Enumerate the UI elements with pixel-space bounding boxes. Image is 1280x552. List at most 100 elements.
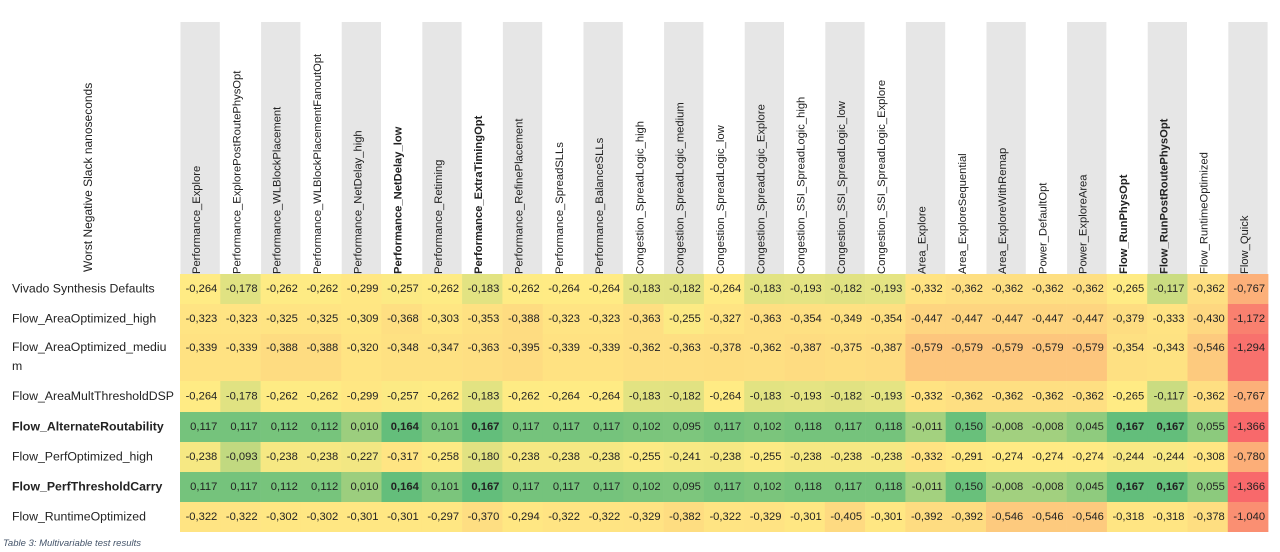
- cell-value: -0,780: [1233, 451, 1265, 463]
- cell-value: -0,343: [1153, 342, 1185, 354]
- cell-value: 0,045: [1076, 421, 1104, 433]
- heatmap-cell: [341, 274, 382, 304]
- heatmap-cell: [421, 381, 463, 412]
- column-header-band: [422, 22, 462, 276]
- heatmap-cell: [180, 304, 221, 334]
- cell-value: -0,362: [1032, 283, 1064, 295]
- column-header-band: [1228, 22, 1268, 276]
- cell-value: -0,329: [629, 511, 661, 523]
- heatmap-cell: [180, 472, 221, 502]
- cell-value: -0,347: [427, 342, 459, 354]
- cell-value: -0,262: [266, 390, 298, 402]
- heatmap-cell: [583, 502, 624, 532]
- cell-value: -0,332: [911, 283, 943, 295]
- heatmap-cell: [421, 502, 463, 532]
- cell-value: -0,362: [1032, 390, 1064, 402]
- cell-value: -0,227: [347, 451, 379, 463]
- cell-value: -0,317: [387, 451, 419, 463]
- column-header-band: [825, 22, 865, 276]
- cell-value: -0,178: [226, 283, 258, 295]
- heatmap-cell: [986, 412, 1027, 442]
- column-header-band: [664, 22, 704, 276]
- column-header: Flow_RunPhysOpt: [1118, 174, 1130, 274]
- cell-value: -0,339: [589, 342, 621, 354]
- cell-value: -0,183: [629, 283, 661, 295]
- column-header: Area_Explore: [917, 206, 929, 274]
- cell-value: 0,118: [875, 481, 902, 493]
- cell-value: 0,117: [714, 481, 741, 493]
- cell-value: -0,302: [266, 511, 298, 523]
- heatmap-cell: [663, 274, 705, 304]
- cell-value: -0,378: [1193, 511, 1225, 523]
- heatmap-cell: [1066, 334, 1108, 381]
- heatmap-cell: [1187, 472, 1229, 502]
- cell-value: -1,040: [1233, 511, 1265, 523]
- cell-value: -0,329: [750, 511, 782, 523]
- heatmap-cell: [462, 442, 503, 472]
- cell-value: -0,362: [1193, 390, 1225, 402]
- heatmap-cell: [784, 412, 826, 442]
- heatmap-cell: [341, 442, 382, 472]
- cell-value: -0,339: [226, 342, 258, 354]
- cell-value: 0,102: [754, 481, 782, 493]
- heatmap-cell: [1026, 334, 1067, 381]
- heatmap-cell: [260, 381, 302, 412]
- cell-value: -0,265: [1112, 283, 1144, 295]
- cell-value: 0,118: [795, 421, 822, 433]
- cell-value: -0,183: [750, 390, 782, 402]
- heatmap-cell: [945, 412, 987, 442]
- heatmap-cell: [583, 334, 624, 381]
- cell-value: -0,294: [508, 511, 540, 523]
- heatmap-cell: [502, 502, 543, 532]
- cell-value: -0,325: [306, 313, 338, 325]
- heatmap-cell: [502, 412, 543, 442]
- heatmap-cell: [945, 334, 987, 381]
- heatmap-cell: [542, 304, 584, 334]
- heatmap-cell: [824, 412, 866, 442]
- heatmap-cell: [542, 502, 584, 532]
- heatmap-cell: [744, 274, 785, 304]
- heatmap-cell: [945, 442, 987, 472]
- column-header: Flow_Quick: [1239, 215, 1251, 274]
- cell-value: 0,167: [471, 421, 499, 433]
- heatmap-cell: [1227, 442, 1269, 472]
- heatmap-cell: [865, 472, 906, 502]
- heatmap-cell: [1026, 442, 1067, 472]
- heatmap-cell: [502, 304, 543, 334]
- column-header: Performance_WLBlockPlacementFanoutOpt: [312, 53, 324, 274]
- cell-value: -0,303: [427, 313, 459, 325]
- heatmap-cell: [1187, 274, 1229, 304]
- column-header-band: [905, 22, 946, 276]
- heatmap-cell: [945, 472, 987, 502]
- cell-value: -0,182: [669, 283, 701, 295]
- cell-value: 0,102: [633, 421, 661, 433]
- cell-value: -0,193: [790, 390, 822, 402]
- heatmap-cell: [905, 334, 946, 381]
- heatmap-cell: [381, 381, 423, 412]
- column-header: Power_ExploreArea: [1078, 174, 1090, 274]
- cell-value: -0,274: [1032, 451, 1064, 463]
- heatmap-cell: [1227, 472, 1269, 502]
- heatmap-cell: [623, 381, 664, 412]
- cell-value: -0,405: [830, 511, 862, 523]
- heatmap-cell: [784, 274, 826, 304]
- heatmap-cell: [623, 502, 664, 532]
- heatmap-cell: [986, 274, 1027, 304]
- heatmap-cell: [260, 334, 302, 381]
- cell-value: -1,294: [1233, 342, 1265, 354]
- cell-value: -0,241: [669, 451, 701, 463]
- cell-value: 0,055: [1197, 421, 1225, 433]
- heatmap-cell: [865, 274, 906, 304]
- heatmap-cell: [1147, 274, 1188, 304]
- row-label: Flow_AreaOptimized_mediu m: [12, 340, 167, 373]
- cell-value: -0,546: [1032, 511, 1064, 523]
- cell-value: -0,262: [508, 283, 540, 295]
- column-header: Performance_ExplorePostRoutePhysOpt: [231, 70, 243, 274]
- column-header-band: [502, 22, 543, 276]
- cell-value: -0,382: [669, 511, 701, 523]
- cell-value: 0,117: [593, 421, 620, 433]
- cell-value: 0,112: [311, 421, 338, 433]
- cell-value: -0,182: [669, 390, 701, 402]
- cell-value: -0,274: [1072, 451, 1104, 463]
- cell-value: -0,238: [306, 451, 338, 463]
